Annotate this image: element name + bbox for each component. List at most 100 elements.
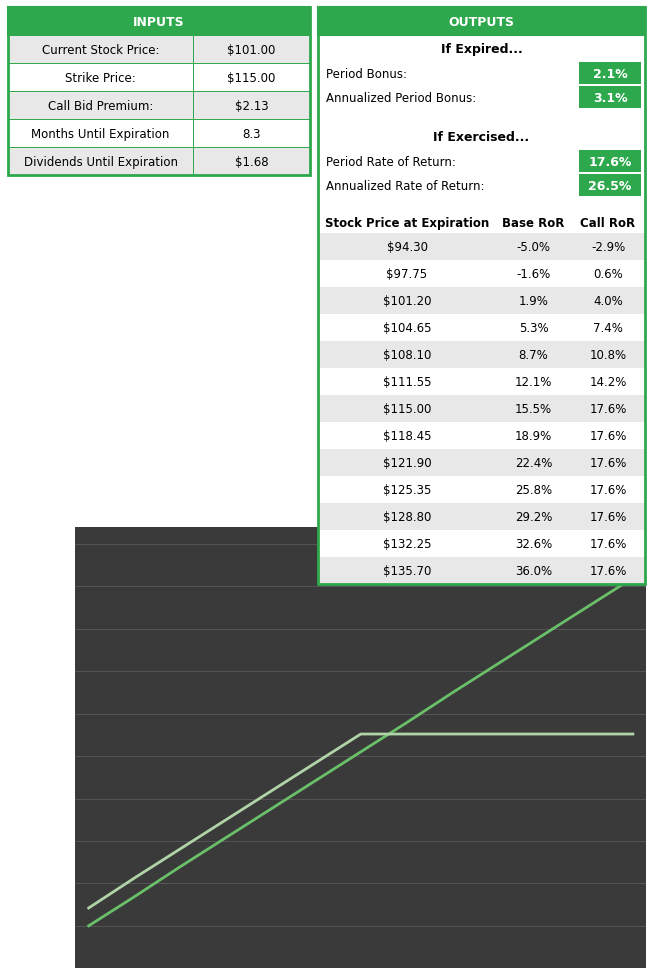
Base RoR xyxy=(130,891,138,903)
Call RoR xyxy=(85,902,93,913)
Text: $101.00: $101.00 xyxy=(227,43,276,57)
Text: $97.75: $97.75 xyxy=(387,268,428,281)
Text: OUTPUTS: OUTPUTS xyxy=(449,16,515,28)
Bar xyxy=(318,450,645,476)
Bar xyxy=(318,422,645,450)
Line: Call RoR: Call RoR xyxy=(89,734,633,908)
Text: If Expired...: If Expired... xyxy=(441,42,522,56)
Text: $94.30: $94.30 xyxy=(387,241,428,253)
Bar xyxy=(193,64,310,92)
Text: 32.6%: 32.6% xyxy=(515,538,552,551)
Call RoR xyxy=(402,729,410,740)
Bar xyxy=(8,8,310,176)
Bar xyxy=(318,261,645,288)
Call RoR xyxy=(493,729,501,740)
Text: 17.6%: 17.6% xyxy=(589,538,627,551)
Text: Stock Price at Expiration: Stock Price at Expiration xyxy=(325,216,489,229)
Base RoR xyxy=(538,630,546,642)
Call RoR xyxy=(629,729,637,740)
Base RoR xyxy=(176,862,183,873)
Bar xyxy=(579,87,641,109)
Text: 1.9%: 1.9% xyxy=(518,294,549,308)
Base RoR xyxy=(629,572,637,584)
Bar xyxy=(318,8,645,585)
Text: $1.68: $1.68 xyxy=(234,156,268,168)
Text: 12.1%: 12.1% xyxy=(515,376,552,388)
Text: Period Rate of Return:: Period Rate of Return: xyxy=(326,156,456,168)
Bar xyxy=(318,315,645,341)
Text: 36.0%: 36.0% xyxy=(515,564,552,577)
Text: $132.25: $132.25 xyxy=(383,538,431,551)
Text: $115.00: $115.00 xyxy=(227,71,276,84)
Bar xyxy=(318,395,645,422)
Text: 15.5%: 15.5% xyxy=(515,403,552,416)
Text: 18.9%: 18.9% xyxy=(515,429,552,443)
Text: $111.55: $111.55 xyxy=(383,376,431,388)
Text: $108.10: $108.10 xyxy=(383,348,431,362)
Text: 29.2%: 29.2% xyxy=(515,511,552,523)
Text: INPUTS: INPUTS xyxy=(133,16,185,28)
Text: 2.1%: 2.1% xyxy=(593,67,628,80)
Text: -1.6%: -1.6% xyxy=(517,268,550,281)
Call RoR xyxy=(130,872,138,884)
Line: Base RoR: Base RoR xyxy=(89,578,633,926)
Bar xyxy=(318,341,645,369)
Text: Dividends Until Expiration: Dividends Until Expiration xyxy=(24,156,178,168)
Text: $121.90: $121.90 xyxy=(383,457,432,469)
Text: 17.6%: 17.6% xyxy=(589,429,627,443)
Text: 8.7%: 8.7% xyxy=(518,348,549,362)
Bar xyxy=(318,504,645,530)
Call RoR xyxy=(266,786,274,798)
Text: Annualized Period Bonus:: Annualized Period Bonus: xyxy=(326,91,476,105)
Bar xyxy=(8,64,193,92)
Text: Call RoR: Call RoR xyxy=(581,216,635,229)
Bar xyxy=(318,557,645,585)
Call RoR xyxy=(447,729,455,740)
Text: $104.65: $104.65 xyxy=(383,322,431,334)
Base RoR xyxy=(493,659,501,671)
Bar xyxy=(193,148,310,176)
Text: Months Until Expiration: Months Until Expiration xyxy=(31,127,170,141)
Text: 17.6%: 17.6% xyxy=(589,403,627,416)
Bar xyxy=(318,288,645,315)
Text: Annualized Rate of Return:: Annualized Rate of Return: xyxy=(326,179,485,193)
Text: 7.4%: 7.4% xyxy=(593,322,623,334)
Text: -5.0%: -5.0% xyxy=(517,241,550,253)
Text: 22.4%: 22.4% xyxy=(515,457,552,469)
Call RoR xyxy=(538,729,546,740)
Text: $115.00: $115.00 xyxy=(383,403,431,416)
Text: 17.6%: 17.6% xyxy=(589,483,627,497)
Bar xyxy=(579,63,641,85)
Bar xyxy=(318,234,645,261)
Bar xyxy=(8,92,193,120)
Bar xyxy=(318,530,645,557)
Text: 5.3%: 5.3% xyxy=(518,322,549,334)
Call RoR xyxy=(357,729,364,740)
Call RoR xyxy=(311,757,319,769)
Call RoR xyxy=(221,815,229,826)
Text: 10.8%: 10.8% xyxy=(590,348,627,362)
Bar xyxy=(8,120,193,148)
Title: Call Returns vs Stock Returns at
Expiration: Call Returns vs Stock Returns at Expirat… xyxy=(222,487,500,519)
Bar xyxy=(8,148,193,176)
Bar xyxy=(318,476,645,504)
Bar xyxy=(8,36,193,64)
Call RoR xyxy=(176,844,183,856)
Text: 8.3: 8.3 xyxy=(242,127,261,141)
Text: $135.70: $135.70 xyxy=(383,564,431,577)
Bar xyxy=(318,369,645,395)
Text: -2.9%: -2.9% xyxy=(591,241,625,253)
Base RoR xyxy=(311,775,319,786)
Text: If Exercised...: If Exercised... xyxy=(434,130,530,144)
Base RoR xyxy=(402,718,410,730)
Base RoR xyxy=(584,601,592,613)
Text: 26.5%: 26.5% xyxy=(588,179,631,193)
Bar xyxy=(579,175,641,197)
Text: 17.6%: 17.6% xyxy=(589,564,627,577)
Text: 17.6%: 17.6% xyxy=(589,511,627,523)
Base RoR xyxy=(357,746,364,758)
Text: $128.80: $128.80 xyxy=(383,511,431,523)
Bar xyxy=(579,151,641,173)
Text: Base RoR: Base RoR xyxy=(502,216,565,229)
Text: 14.2%: 14.2% xyxy=(589,376,627,388)
